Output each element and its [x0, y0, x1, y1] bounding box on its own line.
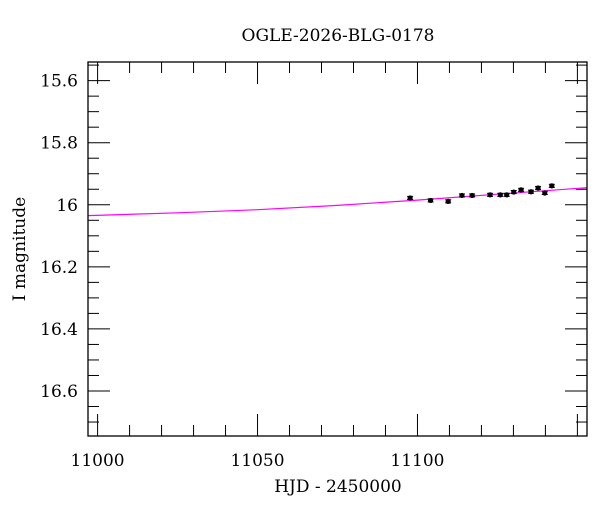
data-point	[487, 192, 493, 198]
y-tick-label: 16.6	[40, 382, 78, 402]
data-point	[459, 192, 465, 199]
data-point	[504, 192, 510, 198]
data-point	[427, 197, 434, 204]
y-tick-label: 16.4	[40, 320, 78, 340]
y-tick-label: 16	[56, 196, 78, 216]
axis-ticks	[88, 62, 587, 436]
chart-title: OGLE-2026-BLG-0178	[242, 26, 435, 46]
x-axis-label: HJD - 2450000	[274, 477, 402, 497]
data-point	[445, 198, 451, 204]
data-point	[469, 192, 475, 199]
y-tick-label: 15.8	[40, 134, 78, 154]
y-tick-label: 16.2	[40, 258, 78, 278]
data-point	[542, 190, 548, 196]
x-tick-label: 11050	[230, 451, 284, 471]
data-marks	[87, 183, 588, 217]
plot-frame	[87, 61, 588, 437]
data-point	[549, 183, 555, 189]
x-tick-label: 11100	[390, 451, 444, 471]
x-tick-label: 11000	[71, 451, 125, 471]
data-point	[518, 187, 524, 193]
tick-labels: 11000 11050 11100 15.6 15.8 16 16.2 16.4 16.6	[40, 72, 444, 471]
model-curve	[87, 187, 588, 217]
data-point	[528, 189, 534, 195]
data-point	[497, 192, 503, 198]
data-point	[407, 195, 413, 201]
data-point	[535, 185, 541, 191]
data-point	[511, 189, 517, 195]
y-axis-label: I magnitude	[10, 197, 30, 301]
y-tick-label: 15.6	[40, 72, 78, 92]
